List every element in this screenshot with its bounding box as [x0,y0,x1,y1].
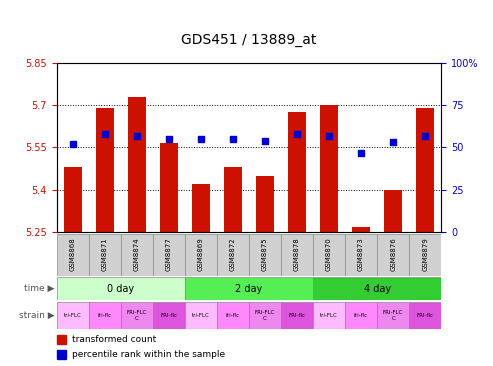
Bar [160,143,177,232]
Bar [345,302,377,329]
Point [165,136,173,142]
Bar [281,234,313,276]
Bar [185,302,217,329]
Point [261,138,269,144]
Text: tri-FLC: tri-FLC [320,313,338,318]
Text: 2 day: 2 day [235,284,263,294]
Bar [409,234,441,276]
Text: GSM8874: GSM8874 [134,238,140,271]
Bar [153,234,185,276]
Bar [192,184,210,232]
Bar [89,234,121,276]
Text: 4 day: 4 day [363,284,391,294]
Bar [313,277,441,300]
Text: strain ▶: strain ▶ [19,311,54,320]
Point [229,136,237,142]
Bar [313,302,345,329]
Text: GSM8868: GSM8868 [70,238,76,272]
Text: GSM8871: GSM8871 [102,238,108,272]
Bar [377,234,409,276]
Bar [288,112,306,232]
Text: GSM8877: GSM8877 [166,238,172,272]
Bar [345,234,377,276]
Bar [417,108,434,232]
Text: 0 day: 0 day [107,284,135,294]
Point [101,131,108,137]
Bar [224,167,242,232]
Bar [217,234,249,276]
Bar [281,302,313,329]
Bar [153,302,185,329]
Text: fri-flc: fri-flc [226,313,240,318]
Text: percentile rank within the sample: percentile rank within the sample [72,350,225,359]
Bar [96,108,113,232]
Text: GSM8872: GSM8872 [230,238,236,271]
Bar [185,234,217,276]
Bar [57,234,89,276]
Bar [249,234,281,276]
Text: GSM8879: GSM8879 [422,238,428,272]
Bar [121,234,153,276]
Point [357,150,365,156]
Text: GSM8873: GSM8873 [358,238,364,272]
Bar [256,176,274,232]
Bar [313,234,345,276]
Text: fri-flc: fri-flc [98,313,112,318]
Point [325,133,333,139]
Text: transformed count: transformed count [72,335,156,344]
Text: FRI-FLC
C: FRI-FLC C [255,310,275,321]
Point [197,136,205,142]
Bar [89,302,121,329]
Text: FRI-flc: FRI-flc [160,313,177,318]
Text: GSM8875: GSM8875 [262,238,268,271]
Point [133,133,141,139]
Bar [185,277,313,300]
Text: FRI-flc: FRI-flc [417,313,434,318]
Point [421,133,429,139]
Text: GDS451 / 13889_at: GDS451 / 13889_at [181,33,317,47]
Bar [377,302,409,329]
Text: FRI-FLC
C: FRI-FLC C [127,310,147,321]
Bar [57,277,185,300]
Point [69,141,77,147]
Text: tri-FLC: tri-FLC [64,313,82,318]
Text: FRI-FLC
C: FRI-FLC C [383,310,403,321]
Bar [121,302,153,329]
Bar [57,302,89,329]
Bar [128,97,145,232]
Bar [57,350,66,359]
Text: GSM8870: GSM8870 [326,238,332,272]
Point [389,139,397,145]
Text: GSM8878: GSM8878 [294,238,300,272]
Text: time ▶: time ▶ [24,284,54,293]
Text: fri-flc: fri-flc [354,313,368,318]
Bar [217,302,249,329]
Bar [320,105,338,232]
Text: GSM8876: GSM8876 [390,238,396,272]
Bar [409,302,441,329]
Text: GSM8869: GSM8869 [198,238,204,272]
Bar [57,335,66,344]
Bar [352,228,370,232]
Bar [249,302,281,329]
Text: FRI-flc: FRI-flc [288,313,306,318]
Bar [385,190,402,232]
Bar [64,167,81,232]
Text: tri-FLC: tri-FLC [192,313,210,318]
Point [293,131,301,137]
